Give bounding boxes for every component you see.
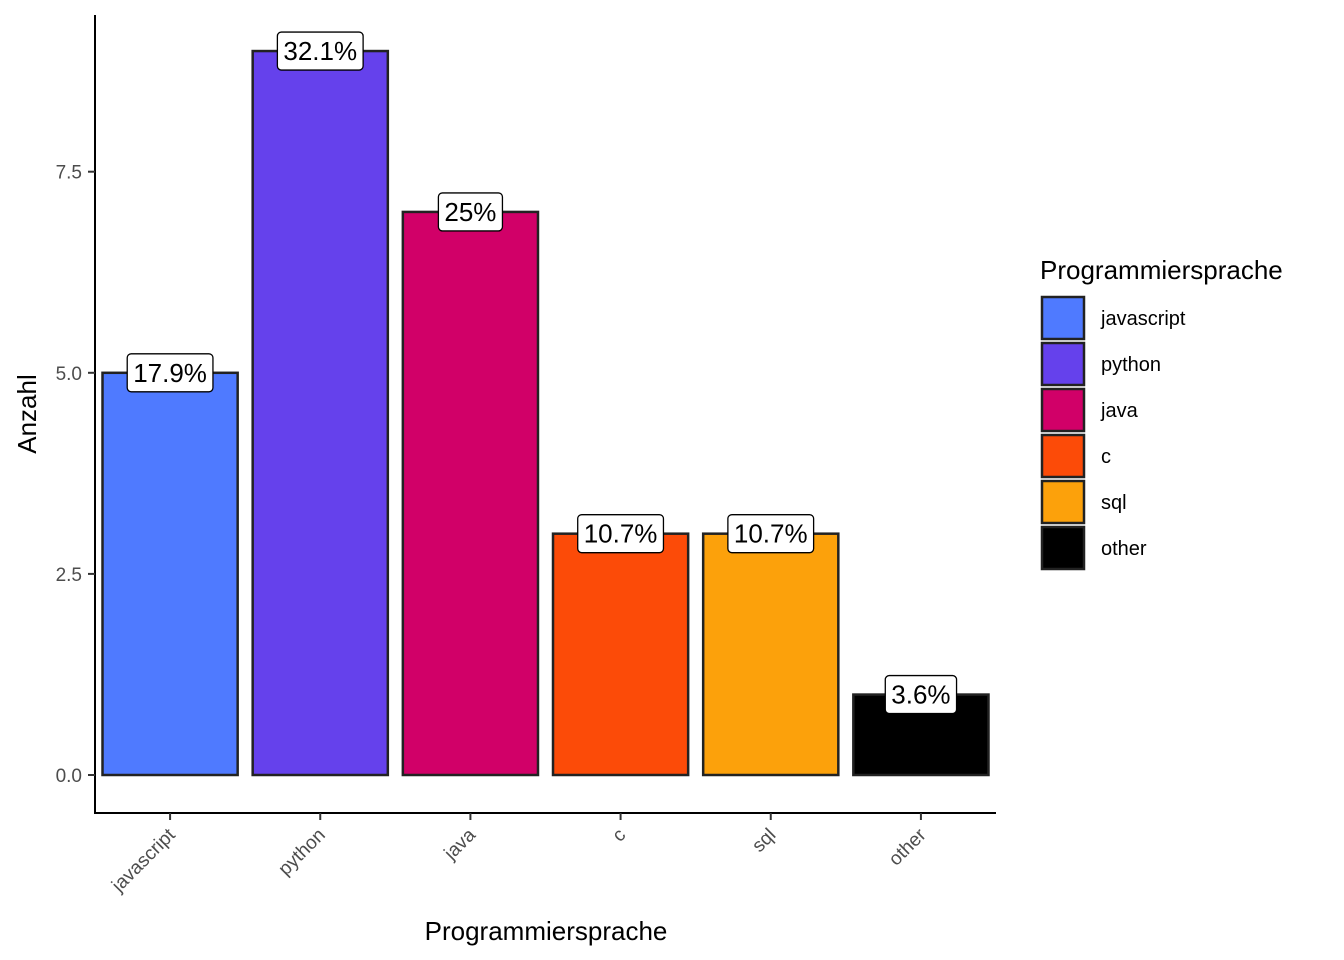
legend-label-python: python (1101, 354, 1161, 376)
data-label-box (126, 353, 214, 393)
legend-label-javascript: javascript (1100, 308, 1186, 330)
x-tick-label-sql: sql (748, 825, 780, 857)
legend-label-c: c (1101, 446, 1111, 468)
data-label-box (577, 514, 665, 554)
data-label-value: 32.1% (283, 36, 357, 66)
data-label-sql: 10.7% (727, 514, 815, 554)
data-label-c: 10.7% (577, 514, 665, 554)
plot-area: 17.9% 32.1% 25% 10.7% 10.7% 3.6% (101, 31, 990, 777)
legend: Programmiersprache javascript python java c… (1040, 255, 1283, 571)
data-label-value: 25% (444, 197, 496, 227)
y-axis-title: Anzahl (12, 374, 42, 454)
bar-python (251, 49, 390, 777)
bar-sql (701, 532, 840, 777)
x-tick-label-c: c (609, 825, 631, 847)
data-label-box (276, 31, 364, 71)
data-label-value: 3.6% (891, 680, 950, 710)
bar-javascript (101, 371, 239, 777)
x-axis-title: Programmiersprache (425, 916, 668, 946)
data-label-python: 32.1% (276, 31, 364, 71)
bar-c (551, 532, 690, 777)
data-label-java: 25% (437, 192, 504, 232)
legend-label-sql: sql (1101, 492, 1127, 514)
legend-swatch-java (1040, 387, 1086, 433)
data-label-box (884, 674, 958, 715)
data-label-value: 17.9% (133, 358, 207, 388)
legend-label-java: java (1100, 400, 1139, 422)
data-label-box (727, 514, 815, 554)
y-tick-label: 0.0 (56, 766, 82, 787)
x-tick-label-javascript: javascript (107, 824, 180, 897)
data-label-box (437, 192, 504, 232)
x-tick-label-other: other (885, 824, 931, 870)
x-tick-label-python: python (275, 825, 330, 880)
legend-swatch-c (1040, 433, 1086, 479)
data-label-javascript: 17.9% (126, 353, 214, 393)
y-tick-label: 5.0 (56, 364, 82, 385)
data-label-other: 3.6% (884, 674, 958, 715)
y-tick-label: 7.5 (56, 163, 82, 184)
data-label-value: 10.7% (584, 519, 658, 549)
x-tick-label-java: java (440, 824, 481, 865)
legend-title: Programmiersprache (1040, 255, 1283, 285)
legend-swatch-other (1040, 525, 1086, 571)
bar-java (401, 210, 540, 777)
legend-swatch-sql (1040, 479, 1086, 525)
y-tick-label: 2.5 (56, 565, 82, 586)
data-label-value: 10.7% (734, 519, 808, 549)
legend-label-other: other (1101, 538, 1147, 560)
legend-swatch-python (1040, 341, 1086, 387)
legend-swatch-javascript (1040, 295, 1086, 341)
